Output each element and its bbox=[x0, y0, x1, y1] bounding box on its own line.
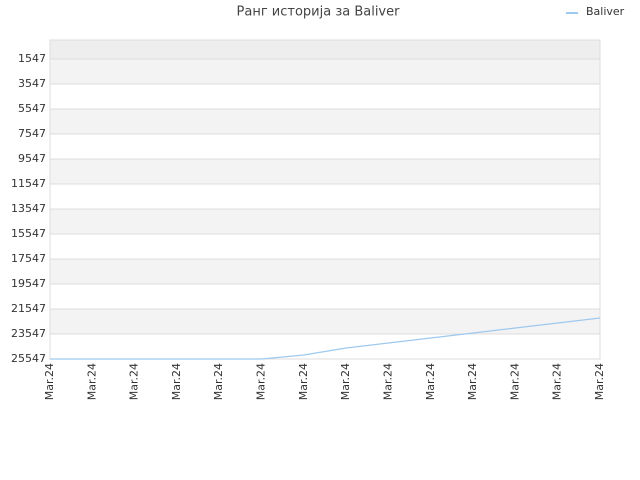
band bbox=[50, 59, 600, 84]
y-tick-label: 19547 bbox=[11, 277, 46, 290]
y-tick-label: 11547 bbox=[11, 177, 46, 190]
y-tick-label: 23547 bbox=[11, 327, 46, 340]
x-tick-label: Mar.24 bbox=[508, 363, 521, 400]
band bbox=[50, 84, 600, 109]
y-tick-label: 1547 bbox=[18, 52, 46, 65]
y-tick-label: 9547 bbox=[18, 152, 46, 165]
x-tick-label: Mar.24 bbox=[43, 363, 56, 400]
x-tick-label: Mar.24 bbox=[466, 363, 479, 400]
band bbox=[50, 259, 600, 284]
x-tick-label: Mar.24 bbox=[339, 363, 352, 400]
band bbox=[50, 334, 600, 359]
y-tick-label: 5547 bbox=[18, 102, 46, 115]
band bbox=[50, 209, 600, 234]
y-tick-label: 17547 bbox=[11, 252, 46, 265]
band bbox=[50, 134, 600, 159]
series-line bbox=[50, 317, 601, 360]
y-tick-label: 25547 bbox=[11, 352, 46, 365]
x-tick-label: Mar.24 bbox=[381, 363, 394, 400]
band bbox=[50, 159, 600, 184]
x-tick-label: Mar.24 bbox=[128, 363, 141, 400]
band bbox=[50, 284, 600, 309]
x-tick-label: Mar.24 bbox=[212, 363, 225, 400]
legend-label: Baliver bbox=[586, 5, 625, 18]
plot-frame bbox=[49, 39, 601, 360]
y-tick-label: 15547 bbox=[11, 227, 46, 240]
band bbox=[50, 309, 600, 334]
x-tick-label: Mar.24 bbox=[170, 363, 183, 400]
y-tick-label: 3547 bbox=[18, 77, 46, 90]
chart-title: Ранг историја за Baliver bbox=[237, 5, 401, 20]
y-tick-label: 13547 bbox=[11, 202, 46, 215]
band bbox=[50, 109, 600, 134]
band bbox=[50, 234, 600, 259]
x-tick-label: Mar.24 bbox=[593, 363, 606, 400]
x-tick-label: Mar.24 bbox=[255, 363, 268, 400]
y-tick-label: 21547 bbox=[11, 302, 46, 315]
x-tick-label: Mar.24 bbox=[551, 363, 564, 400]
x-tick-label: Mar.24 bbox=[85, 363, 98, 400]
x-tick-label: Mar.24 bbox=[297, 363, 310, 400]
band bbox=[50, 40, 600, 59]
band bbox=[50, 184, 600, 209]
y-tick-label: 7547 bbox=[18, 127, 46, 140]
x-tick-label: Mar.24 bbox=[424, 363, 437, 400]
